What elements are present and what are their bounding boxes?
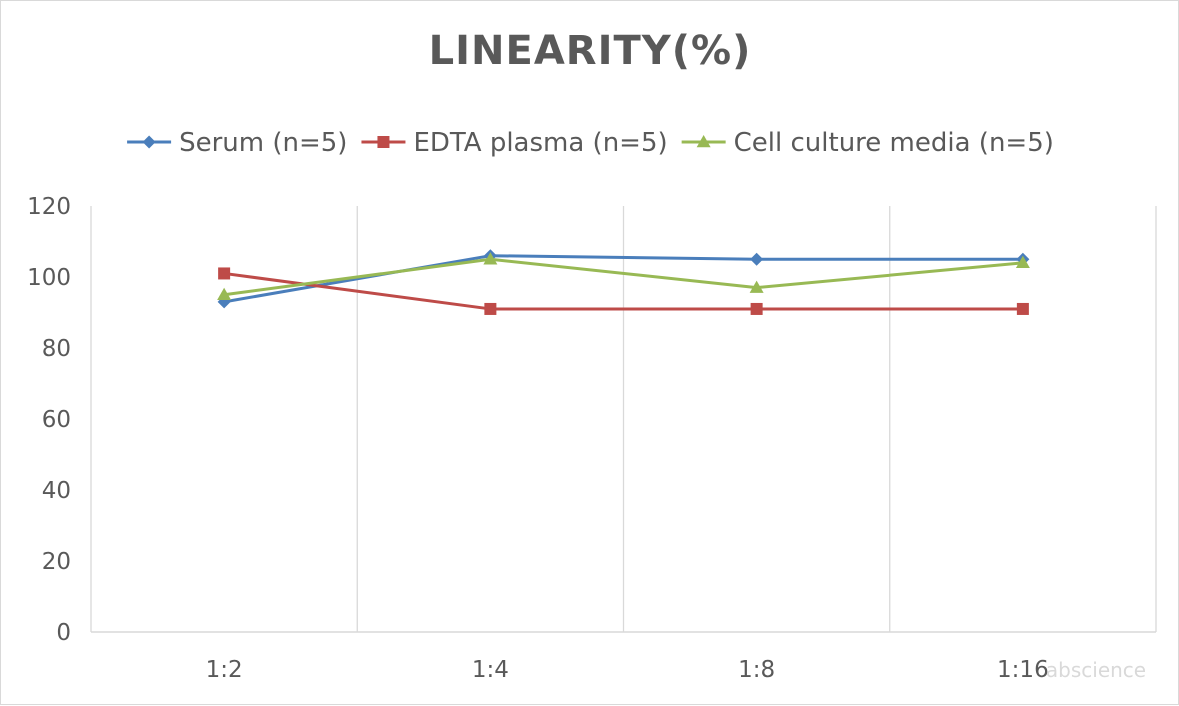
legend-marker: [142, 135, 156, 149]
legend-marker: [696, 135, 711, 148]
x-tick-label: 1:16: [997, 657, 1049, 683]
chart-title: LINEARITY(%): [429, 28, 752, 74]
data-point: [1016, 302, 1029, 315]
axes: 0 20 40 60 80 100 120 1:2 1:4 1:8 1:16: [27, 194, 1156, 683]
series-group: [217, 249, 1030, 315]
y-tick-label: 20: [42, 549, 71, 575]
x-tick-label: 1:2: [206, 657, 243, 683]
series-line: [223, 254, 1023, 304]
series-line: [223, 271, 1023, 311]
y-tick-label: 120: [27, 194, 71, 220]
series-3: [217, 252, 1030, 300]
data-point: [750, 302, 763, 315]
legend-item-2: EDTA plasma (n=5): [361, 128, 668, 158]
legend-label: Cell culture media (n=5): [734, 128, 1054, 158]
legend-marker: [377, 136, 390, 148]
watermark: abscience: [1046, 658, 1146, 682]
data-point: [217, 287, 232, 300]
data-point: [1015, 255, 1030, 269]
legend-label: EDTA plasma (n=5): [413, 128, 667, 158]
data-point: [484, 302, 497, 315]
series-2: [218, 267, 1029, 315]
data-point: [749, 280, 764, 293]
x-tick-label: 1:8: [738, 657, 775, 683]
legend: Serum (n=5) EDTA plasma (n=5) Cell culture…: [127, 128, 1054, 158]
y-tick-label: 80: [42, 336, 71, 362]
y-tick-label: 40: [42, 478, 71, 504]
y-tick-label: 0: [56, 620, 71, 646]
y-tick-label: 100: [27, 265, 71, 291]
series-line: [223, 257, 1024, 297]
data-point: [750, 252, 764, 266]
legend-item-1: Serum (n=5): [127, 128, 347, 158]
x-tick-label: 1:4: [472, 657, 509, 683]
legend-item-3: Cell culture media (n=5): [681, 128, 1054, 158]
grid-lines: [90, 206, 1157, 632]
y-tick-label: 60: [42, 407, 71, 433]
data-point: [218, 267, 231, 280]
legend-label: Serum (n=5): [179, 128, 347, 158]
data-point: [483, 252, 498, 265]
